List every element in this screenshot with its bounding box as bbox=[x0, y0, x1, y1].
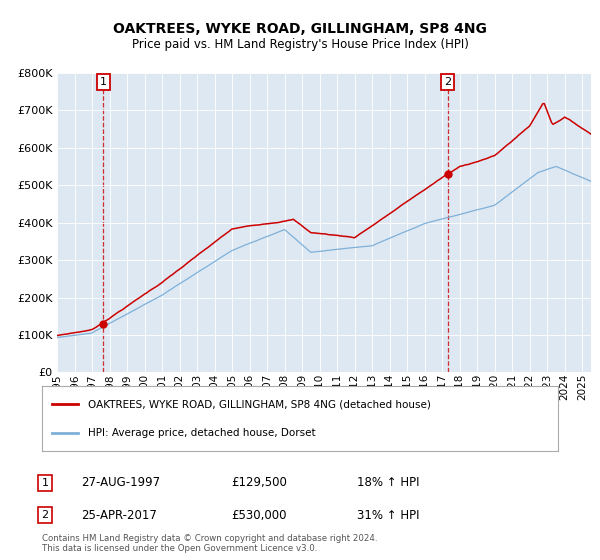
Text: 25-APR-2017: 25-APR-2017 bbox=[81, 508, 157, 522]
Text: £530,000: £530,000 bbox=[231, 508, 287, 522]
Text: Price paid vs. HM Land Registry's House Price Index (HPI): Price paid vs. HM Land Registry's House … bbox=[131, 38, 469, 51]
Text: OAKTREES, WYKE ROAD, GILLINGHAM, SP8 4NG (detached house): OAKTREES, WYKE ROAD, GILLINGHAM, SP8 4NG… bbox=[88, 399, 431, 409]
Text: 1: 1 bbox=[100, 77, 107, 87]
Text: 2: 2 bbox=[41, 510, 49, 520]
Text: HPI: Average price, detached house, Dorset: HPI: Average price, detached house, Dors… bbox=[88, 428, 316, 438]
Text: 18% ↑ HPI: 18% ↑ HPI bbox=[357, 476, 419, 489]
Text: 31% ↑ HPI: 31% ↑ HPI bbox=[357, 508, 419, 522]
Text: £129,500: £129,500 bbox=[231, 476, 287, 489]
Text: 27-AUG-1997: 27-AUG-1997 bbox=[81, 476, 160, 489]
Text: 2: 2 bbox=[444, 77, 451, 87]
Text: 1: 1 bbox=[41, 478, 49, 488]
Text: OAKTREES, WYKE ROAD, GILLINGHAM, SP8 4NG: OAKTREES, WYKE ROAD, GILLINGHAM, SP8 4NG bbox=[113, 22, 487, 36]
Text: Contains HM Land Registry data © Crown copyright and database right 2024.
This d: Contains HM Land Registry data © Crown c… bbox=[42, 534, 377, 553]
